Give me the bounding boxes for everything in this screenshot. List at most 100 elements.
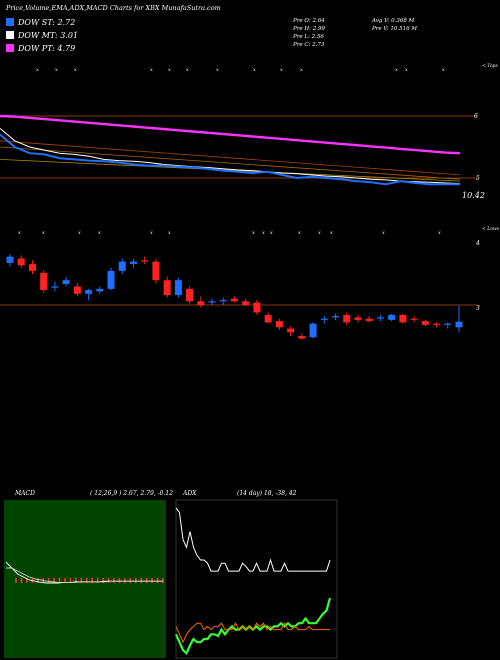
ohlc-low: Pre L: 2.56 <box>293 34 324 40</box>
legend-label-pt: DOW PT: 4.79 <box>18 44 76 53</box>
tops-marker: x <box>442 67 445 73</box>
candle-body <box>399 314 407 323</box>
legend-swatch-pt <box>6 44 14 52</box>
candle-body <box>141 260 149 262</box>
lows-marker: x <box>262 230 265 236</box>
lows-marker: x <box>270 230 273 236</box>
candle-body <box>298 336 306 339</box>
candle-body <box>287 328 295 333</box>
tops-marker: x <box>186 67 189 73</box>
lows-marker: x <box>150 230 153 236</box>
macd-panel <box>4 500 166 658</box>
legend-swatch-st <box>6 18 14 26</box>
candle-body <box>28 264 36 271</box>
candle-body <box>163 280 171 296</box>
lows-marker: x <box>252 230 255 236</box>
adx-params: (14 day) 18, -38, 42 <box>237 490 297 497</box>
ohlc-high: Pre H: 2.99 <box>293 26 325 32</box>
tops-marker: x <box>168 67 171 73</box>
candle-body <box>275 321 283 328</box>
tops-marker: x <box>253 67 256 73</box>
legend-label-st: DOW ST: 2.72 <box>18 18 76 27</box>
candle-body <box>242 301 250 305</box>
tops-marker: x <box>74 67 77 73</box>
candle-body <box>6 256 14 263</box>
ema-series-dow-st <box>0 133 460 186</box>
ohlc-open: Pre O: 2.64 <box>293 18 325 24</box>
lows-marker: x <box>330 230 333 236</box>
legend-swatch-mt <box>6 31 14 39</box>
tops-label: < Tops <box>482 63 498 69</box>
ema-panel: 6 5 < Tops 10.42 x x x x x x x x x x x x x <box>0 63 498 200</box>
macd-params: ( 12,26,9 ) 2.67, 2.79, -0.12 <box>90 490 174 497</box>
candle-body <box>332 316 340 318</box>
tops-marker: x <box>405 67 408 73</box>
tops-marker: x <box>216 67 219 73</box>
ema-series-dow-pt <box>0 114 461 155</box>
candle-body <box>107 270 115 289</box>
candle-body <box>208 301 216 303</box>
candle-body <box>253 302 261 313</box>
candle-body <box>388 314 396 320</box>
candle-body <box>152 261 160 281</box>
candle-body <box>96 288 104 292</box>
candle-body <box>264 314 272 323</box>
macd-background <box>4 500 166 658</box>
candle-body <box>219 300 227 302</box>
legend-label-mt: DOW MT: 3.01 <box>18 31 79 40</box>
chart-title: Price,Volume,EMA,ADX,MACD Charts for XBX… <box>6 4 221 12</box>
candle-body <box>410 318 418 320</box>
adx-title: ADX <box>183 490 197 497</box>
candle-body <box>174 280 182 296</box>
tops-marker: x <box>55 67 58 73</box>
price-tick-3: 3 <box>476 305 480 312</box>
ema-tick-6: 6 <box>474 113 478 120</box>
candle-body <box>309 323 317 338</box>
candle-body <box>343 314 351 323</box>
candle-body <box>129 261 137 265</box>
adx-panel <box>174 499 338 659</box>
tops-marker: x <box>36 67 39 73</box>
adx-series-minus-di <box>175 622 330 644</box>
candle-body <box>51 286 59 288</box>
ohlc-close: Pre C: 2.73 <box>293 42 325 48</box>
candle-body <box>354 317 362 320</box>
pre-volume: Pre V: 10.516 M <box>372 26 417 32</box>
lows-marker: x <box>298 230 301 236</box>
lows-marker: x <box>98 230 101 236</box>
macd-title: MACD <box>15 490 35 497</box>
candle-body <box>118 261 126 271</box>
lows-marker: x <box>18 230 21 236</box>
legend-item-dow-st: DOW ST: 2.72 <box>6 18 75 27</box>
candle-body <box>186 288 194 302</box>
price-tick-4: 4 <box>475 240 480 247</box>
tops-marker: x <box>395 67 398 73</box>
tops-marker: x <box>300 67 303 73</box>
lows-label: < Lows <box>482 226 500 232</box>
lows-marker: x <box>42 230 45 236</box>
candle-body <box>421 321 429 325</box>
adx-series-adx <box>175 507 331 572</box>
candle-body <box>376 317 384 319</box>
avg-volume: Avg V: 0.368 M <box>372 18 415 24</box>
tops-marker: x <box>150 67 153 73</box>
macd-series-signal <box>6 567 163 583</box>
ema-series-dow-mt <box>0 128 461 185</box>
candle-body <box>365 318 373 322</box>
lows-marker: x <box>78 230 81 236</box>
tops-marker: x <box>280 67 283 73</box>
candle-body <box>17 258 25 266</box>
legend-item-dow-mt: DOW MT: 3.01 <box>6 31 78 40</box>
ema-aux-line <box>0 140 461 176</box>
candle-body <box>320 318 328 320</box>
lows-marker: x <box>168 230 171 236</box>
candle-body <box>444 323 452 325</box>
lows-marker: x <box>438 230 441 236</box>
candle-body <box>231 298 238 302</box>
candle-body <box>62 280 70 284</box>
adx-background <box>175 499 338 659</box>
ema-aux-line <box>0 146 461 180</box>
ema-last-value: 10.42 <box>462 191 485 200</box>
